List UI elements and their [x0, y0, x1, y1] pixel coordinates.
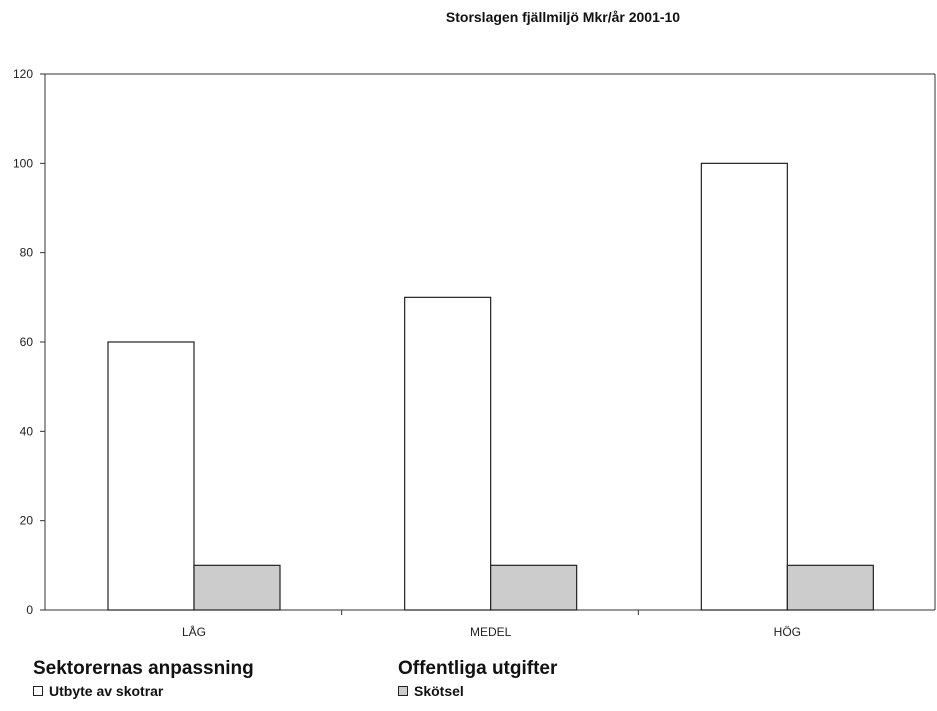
bar-skotsel-2	[786, 564, 874, 611]
legend-group-offentliga: Offentliga utgifter Skötsel	[398, 658, 557, 699]
y-tick-label: 100	[13, 156, 33, 170]
bar-utbyte-2	[700, 162, 788, 611]
legend-group-sektorernas: Sektorernas anpassning Utbyte av skotrar	[33, 658, 254, 699]
bar-utbyte-1	[404, 296, 492, 611]
legend-item-utbyte: Utbyte av skotrar	[33, 683, 254, 699]
legend-group-title: Sektorernas anpassning	[33, 658, 254, 679]
chart-labels: 0 20 40 60 80 100 120 LÅG MEDEL HÖG	[13, 67, 801, 639]
y-tick-label: 20	[20, 514, 34, 528]
legend-group-title: Offentliga utgifter	[398, 658, 558, 679]
x-category-label: HÖG	[774, 625, 801, 639]
chart-title: Storslagen fjällmiljö Mkr/år 2001-10	[446, 9, 680, 25]
x-category-label: MEDEL	[470, 625, 512, 639]
legend-swatch-white	[33, 686, 43, 696]
bar-utbyte-0	[107, 341, 195, 611]
chart-bars	[107, 162, 874, 611]
bar-skotsel-1	[490, 564, 578, 611]
legend-swatch-gray	[398, 686, 408, 696]
legend-item-label: Utbyte av skotrar	[49, 683, 164, 699]
y-tick-label: 0	[26, 603, 33, 617]
y-tick-label: 60	[20, 335, 34, 349]
y-tick-label: 120	[13, 67, 33, 81]
legend-item-label: Skötsel	[414, 683, 464, 699]
x-category-label: LÅG	[182, 624, 206, 639]
y-tick-label: 40	[20, 424, 34, 438]
legend-item-skotsel: Skötsel	[398, 683, 557, 699]
y-tick-label: 80	[20, 246, 34, 260]
bar-skotsel-0	[193, 564, 281, 611]
